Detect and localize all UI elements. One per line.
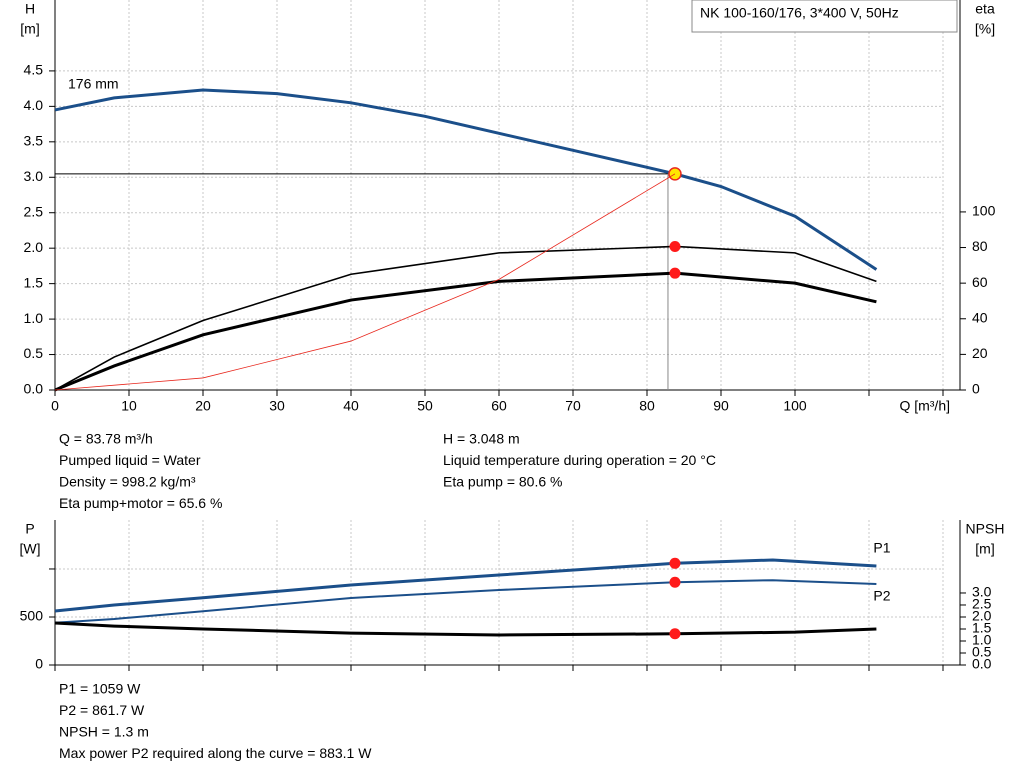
x-tick-label: 70 (565, 398, 581, 414)
y2-tick-label: 60 (972, 274, 988, 290)
y-tick-label: 1.5 (24, 274, 44, 290)
x-tick-label: 10 (121, 398, 137, 414)
y-unit: [m] (20, 21, 39, 37)
x-tick-label: 0 (51, 398, 59, 414)
y-tick-label: 500 (20, 608, 44, 624)
x-tick-label: 90 (713, 398, 729, 414)
y-tick-label: 4.0 (24, 97, 44, 113)
info-text: Q = 83.78 m³/h (59, 431, 153, 447)
y2-tick-label: 40 (972, 309, 988, 325)
y2-tick-label: 0 (972, 381, 980, 397)
y2-tick-label: 3.0 (972, 584, 992, 600)
x-tick-label: 40 (343, 398, 359, 414)
duty-point (669, 267, 681, 279)
duty-point (669, 240, 681, 252)
info-text: Eta pump+motor = 65.6 % (59, 495, 222, 511)
y-title: P (25, 521, 34, 537)
y2-tick-label: 1.5 (972, 620, 992, 636)
duty-point (669, 576, 681, 588)
x-tick-label: 60 (491, 398, 507, 414)
y2-tick-label: 2.0 (972, 608, 992, 624)
x-tick-label: 30 (269, 398, 285, 414)
info-text: P2 = 861.7 W (59, 702, 145, 718)
y2-tick-label: 80 (972, 238, 988, 254)
curve-label: P1 (873, 540, 890, 556)
info-text: P1 = 1059 W (59, 681, 141, 697)
series-line (54, 88, 878, 271)
duty-point (669, 628, 681, 640)
info-text: Liquid temperature during operation = 20… (443, 452, 716, 468)
y-tick-label: 2.5 (24, 203, 44, 219)
y-tick-label: 2.0 (24, 239, 44, 255)
info-text: Density = 998.2 kg/m³ (59, 474, 196, 490)
info-text: H = 3.048 m (443, 431, 520, 447)
y-tick-label: 3.5 (24, 133, 44, 149)
series-line (54, 245, 877, 391)
y-tick-label: 0 (35, 656, 43, 672)
info-text: NPSH = 1.3 m (59, 724, 149, 740)
info-text: Eta pump = 80.6 % (443, 474, 562, 490)
y2-title: eta (975, 1, 995, 17)
y2-tick-label: 20 (972, 345, 988, 361)
y2-tick-label: 1.0 (972, 632, 992, 648)
y-tick-label: 0.5 (24, 345, 44, 361)
x-tick-label: 20 (195, 398, 211, 414)
series-line (54, 621, 877, 637)
y-tick-label: 3.0 (24, 168, 44, 184)
duty-point (669, 557, 681, 569)
legend-box (691, 0, 958, 33)
x-tick-label: 80 (639, 398, 655, 414)
x-tick-label: 100 (783, 398, 807, 414)
y-tick-label: 0.0 (24, 381, 44, 397)
legend-text: NK 100-160/176, 3*400 V, 50Hz (700, 5, 899, 21)
y-tick-label: 1.0 (24, 310, 44, 326)
x-tick-label: 50 (417, 398, 433, 414)
x-label: Q [m³/h] (899, 398, 950, 414)
curve-label: 176 mm (68, 76, 119, 92)
y-title: H (25, 1, 35, 17)
y2-tick-label: 0.5 (972, 644, 992, 660)
y2-unit: [m] (975, 541, 994, 557)
y2-tick-label: 100 (972, 203, 996, 219)
series-line (54, 271, 877, 392)
series-line (54, 579, 877, 624)
y2-tick-label: 0.0 (972, 656, 992, 672)
series-line (54, 558, 877, 613)
curve-label: P2 (873, 588, 890, 604)
y2-tick-label: 2.5 (972, 596, 992, 612)
info-text: Pumped liquid = Water (59, 452, 201, 468)
y-unit: [W] (20, 541, 41, 557)
series-line (54, 173, 676, 391)
info-text: Max power P2 required along the curve = … (59, 745, 372, 761)
y2-title: NPSH (966, 521, 1005, 537)
y-tick-label: 4.5 (24, 62, 44, 78)
y2-unit: [%] (975, 21, 995, 37)
